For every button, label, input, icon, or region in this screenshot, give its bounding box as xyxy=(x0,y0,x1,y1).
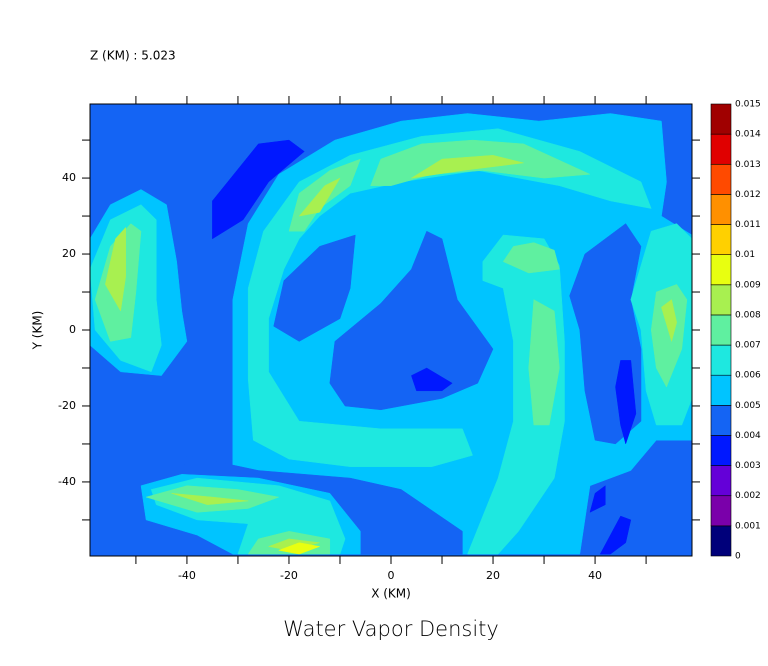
contour-region xyxy=(171,493,249,505)
colorbar-label: 0.011 xyxy=(735,220,761,230)
colorbar-box xyxy=(710,103,732,135)
colorbar-box xyxy=(710,435,732,466)
contour-region xyxy=(650,284,688,388)
colorbar-label: 0.013 xyxy=(735,160,761,170)
y-tick-label: 20 xyxy=(62,247,76,260)
contour-region xyxy=(329,230,494,411)
x-tick-label: -20 xyxy=(280,569,298,582)
contour-region xyxy=(273,234,356,342)
colorbar-box xyxy=(710,284,732,316)
contour-region xyxy=(411,155,524,179)
x-tick-label: 20 xyxy=(486,569,500,582)
y-tick-label: -40 xyxy=(58,475,76,488)
contour-region xyxy=(105,227,126,312)
contour-region xyxy=(212,139,305,240)
colorbar-label: 0.01 xyxy=(735,250,755,260)
colorbar-label: 0.009 xyxy=(735,280,761,290)
contour-region xyxy=(589,485,606,513)
colorbar-box xyxy=(710,465,732,497)
contour-region xyxy=(615,360,637,445)
contour-region xyxy=(502,242,560,274)
contour-region xyxy=(661,299,677,342)
colorbar-label: 0.005 xyxy=(735,401,761,411)
colorbar-label: 0.007 xyxy=(735,341,761,351)
colorbar-label: 0.012 xyxy=(735,190,761,200)
x-tick-label: 0 xyxy=(388,569,395,582)
y-tick-label: 40 xyxy=(62,171,76,184)
colorbar-box xyxy=(710,344,732,376)
contour-region xyxy=(599,515,632,555)
colorbar-box xyxy=(710,405,732,436)
annotation: Z (KM) : 5.023 xyxy=(90,49,176,63)
y-axis-label: Y (KM) xyxy=(31,311,45,351)
colorbar-label: 0.004 xyxy=(735,431,761,441)
colorbar-label: 0.008 xyxy=(735,310,761,320)
colorbar-box xyxy=(710,133,732,165)
x-tick-label: 40 xyxy=(588,569,602,582)
colorbar-box xyxy=(710,314,732,346)
colorbar-label: 0.002 xyxy=(735,491,761,501)
plot-area xyxy=(90,104,692,556)
chart-title: Water Vapor Density xyxy=(283,617,499,641)
colorbar-box xyxy=(710,374,732,406)
colorbar-label: 0 xyxy=(735,552,741,562)
colorbar-box xyxy=(710,194,732,225)
colorbar-box xyxy=(710,163,732,195)
y-tick-label: -20 xyxy=(58,399,76,412)
colorbar-box xyxy=(710,254,732,286)
contour-region xyxy=(411,367,453,392)
contour-region xyxy=(298,177,341,217)
colorbar-box xyxy=(710,525,732,557)
colorbar-label: 0.014 xyxy=(735,130,761,140)
colorbar-box xyxy=(710,224,732,255)
contour-region xyxy=(528,299,560,426)
colorbar-label: 0.006 xyxy=(735,371,761,381)
contour-region xyxy=(278,542,320,555)
colorbar-label: 0.001 xyxy=(735,521,761,531)
x-tick-label: -40 xyxy=(178,569,196,582)
colorbar-label: 0.003 xyxy=(735,461,761,471)
colorbar-label: 0.015 xyxy=(735,100,761,110)
x-axis-label: X (KM) xyxy=(371,587,411,601)
colorbar-box xyxy=(710,495,732,527)
y-tick-label: 0 xyxy=(69,323,76,336)
